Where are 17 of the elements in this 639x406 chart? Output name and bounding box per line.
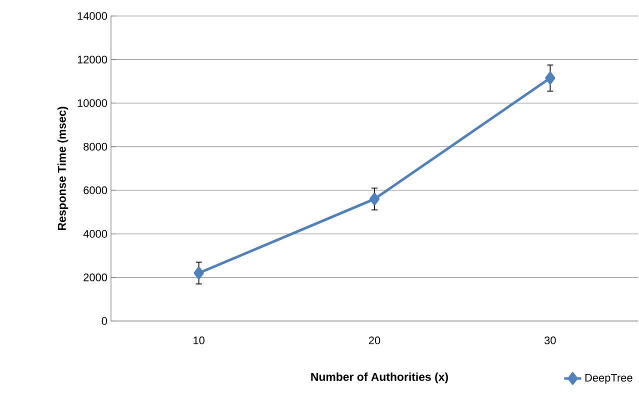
x-tick-label: 30	[544, 336, 556, 344]
point	[194, 266, 204, 280]
y-axis-title: Response Time (msec)	[57, 106, 68, 230]
y-tick-label: 12000	[78, 56, 108, 64]
y-tick-label: 0	[102, 317, 108, 325]
point	[545, 72, 556, 84]
y-tick-label: 4000	[83, 230, 108, 238]
y-tick-label: 10000	[78, 99, 108, 108]
y-tick-label: 8000	[84, 142, 108, 151]
y-tick-label: 6000	[84, 186, 108, 194]
y-tick-label: 14000	[78, 12, 108, 20]
point	[369, 192, 380, 206]
x-tick-label: 20	[368, 336, 380, 344]
x-axis-title: Number of Authorities (x)	[311, 372, 448, 384]
x-tick-label: 10	[194, 336, 204, 344]
legend-label: DeepTree	[585, 374, 632, 384]
y-tick-label: 2000	[84, 274, 108, 282]
